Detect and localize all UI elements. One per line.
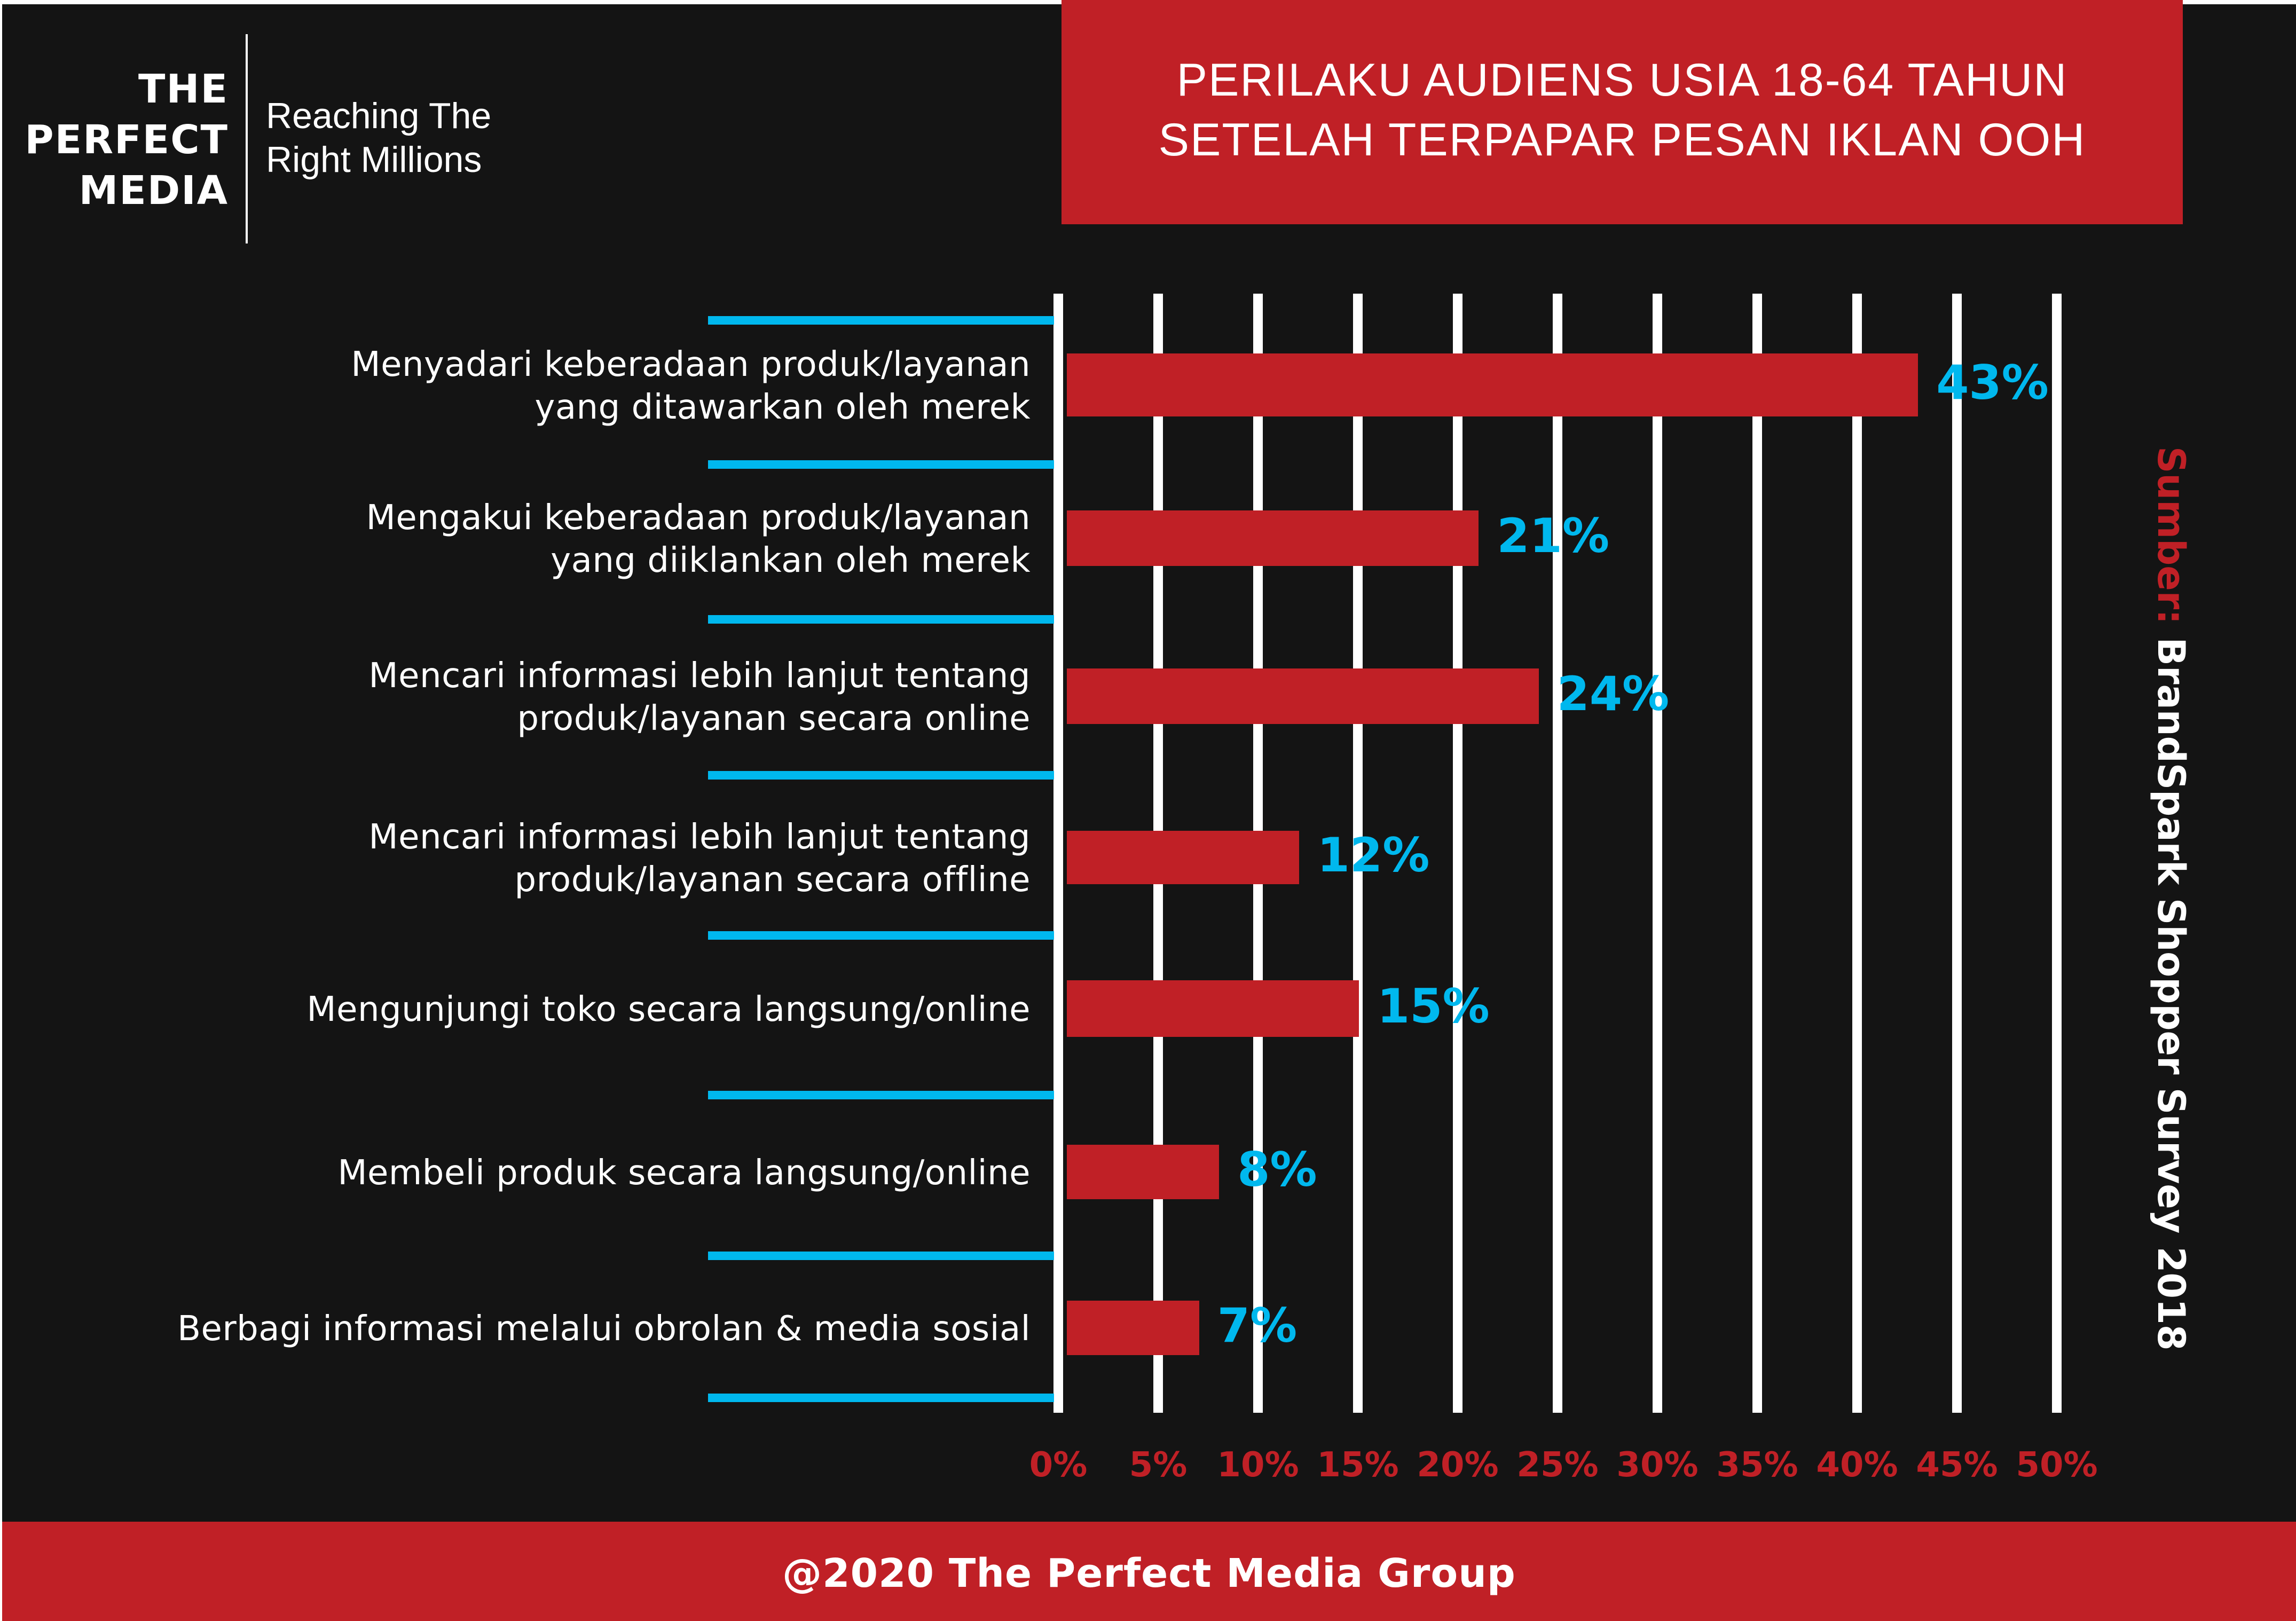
category-label: Mengunjungi toko secara langsung/online (306, 988, 1031, 1031)
category-label-line: Membeli produk secara langsung/online (337, 1153, 1031, 1193)
row-separator (708, 771, 1054, 780)
gridline (1752, 294, 1762, 1413)
bar (1067, 1301, 1199, 1355)
logo-divider (246, 34, 248, 243)
category-label-line: Menyadari keberadaan produk/layanan (351, 345, 1031, 384)
chart-title: PERILAKU AUDIENS USIA 18-64 TAHUN SETELA… (1159, 50, 2086, 170)
x-tick-label: 35% (1716, 1445, 1798, 1485)
category-label-line: Mencari informasi lebih lanjut tentang (368, 817, 1031, 857)
chart-title-box: PERILAKU AUDIENS USIA 18-64 TAHUN SETELA… (1061, 0, 2183, 224)
bar-value-label: 8% (1237, 1142, 1317, 1197)
x-tick-label: 40% (1816, 1445, 1898, 1485)
logo-tagline: Reaching The Right Millions (266, 94, 491, 182)
source-note: Sumber: BrandSpark Shopper Survey 2018 (2112, 446, 2198, 1354)
x-tick-label: 0% (1029, 1445, 1088, 1485)
logo-line: PERFECT (25, 117, 229, 163)
gridline (1653, 294, 1662, 1413)
bar (1067, 1145, 1220, 1199)
gridline (1453, 294, 1462, 1413)
category-label: Mengakui keberadaan produk/layanan yang d… (366, 497, 1031, 582)
x-tick-label: 15% (1317, 1445, 1399, 1485)
category-label-line: yang ditawarkan oleh merek (534, 388, 1031, 427)
bar (1067, 980, 1359, 1037)
logo-brand: THE PERFECT MEDIA (25, 64, 229, 216)
footer-bar: @2020 The Perfect Media Group (2, 1522, 2296, 1621)
bar-value-label: 7% (1217, 1298, 1298, 1353)
category-label-line: produk/layanan secara offline (514, 860, 1031, 900)
x-tick-label: 5% (1129, 1445, 1188, 1485)
row-separator (708, 1091, 1054, 1099)
bar-value-label: 24% (1556, 666, 1670, 721)
bar (1067, 831, 1299, 884)
logo-line: THE (138, 66, 229, 112)
gridline (2052, 294, 2062, 1413)
row-separator (708, 316, 1054, 325)
category-label: Mencari informasi lebih lanjut tentang pr… (368, 816, 1031, 901)
bar-value-label: 15% (1377, 979, 1490, 1034)
gridline (1053, 294, 1063, 1413)
x-tick-label: 10% (1217, 1445, 1299, 1485)
row-separator (708, 1252, 1054, 1260)
row-separator (708, 931, 1054, 940)
bar-value-label: 12% (1317, 828, 1430, 883)
category-label-line: Mengakui keberadaan produk/layanan (366, 498, 1031, 538)
gridline (1553, 294, 1562, 1413)
bar-value-label: 43% (1936, 355, 2049, 410)
bar (1067, 668, 1539, 724)
gridline (1852, 294, 1862, 1413)
gridline (1952, 294, 1962, 1413)
x-tick-label: 20% (1417, 1445, 1499, 1485)
category-label: Berbagi informasi melalui obrolan & medi… (177, 1308, 1031, 1350)
title-line: SETELAH TERPAPAR PESAN IKLAN OOH (1158, 114, 2086, 166)
category-label: Mencari informasi lebih lanjut tentang pr… (368, 655, 1031, 740)
x-tick-label: 45% (1916, 1445, 1998, 1485)
bar (1067, 353, 1918, 416)
title-line: PERILAKU AUDIENS USIA 18-64 TAHUN (1176, 54, 2068, 106)
category-label-line: Mencari informasi lebih lanjut tentang (368, 656, 1031, 696)
x-tick-label: 30% (1616, 1445, 1699, 1485)
category-label-line: produk/layanan secara online (517, 699, 1031, 738)
category-label-line: yang diiklankan oleh merek (551, 541, 1031, 580)
row-separator (708, 460, 1054, 469)
x-tick-label: 25% (1516, 1445, 1599, 1485)
category-label-line: Berbagi informasi melalui obrolan & medi… (177, 1309, 1031, 1349)
bar (1067, 510, 1479, 566)
source-label: Sumber: (2149, 446, 2193, 625)
category-label: Menyadari keberadaan produk/layanan yang … (351, 343, 1031, 429)
tagline-line: Right Millions (266, 139, 482, 180)
row-separator (708, 1394, 1054, 1402)
category-label: Membeli produk secara langsung/online (337, 1152, 1031, 1194)
bar-value-label: 21% (1497, 508, 1610, 563)
footer-copyright: @2020 The Perfect Media Group (782, 1551, 1516, 1596)
row-separator (708, 615, 1054, 624)
logo-line: MEDIA (78, 168, 229, 214)
source-value: BrandSpark Shopper Survey 2018 (2149, 624, 2193, 1351)
gridline (1353, 294, 1363, 1413)
category-label-line: Mengunjungi toko secara langsung/online (306, 990, 1031, 1029)
x-tick-label: 50% (2016, 1445, 2098, 1485)
tagline-line: Reaching The (266, 96, 492, 136)
